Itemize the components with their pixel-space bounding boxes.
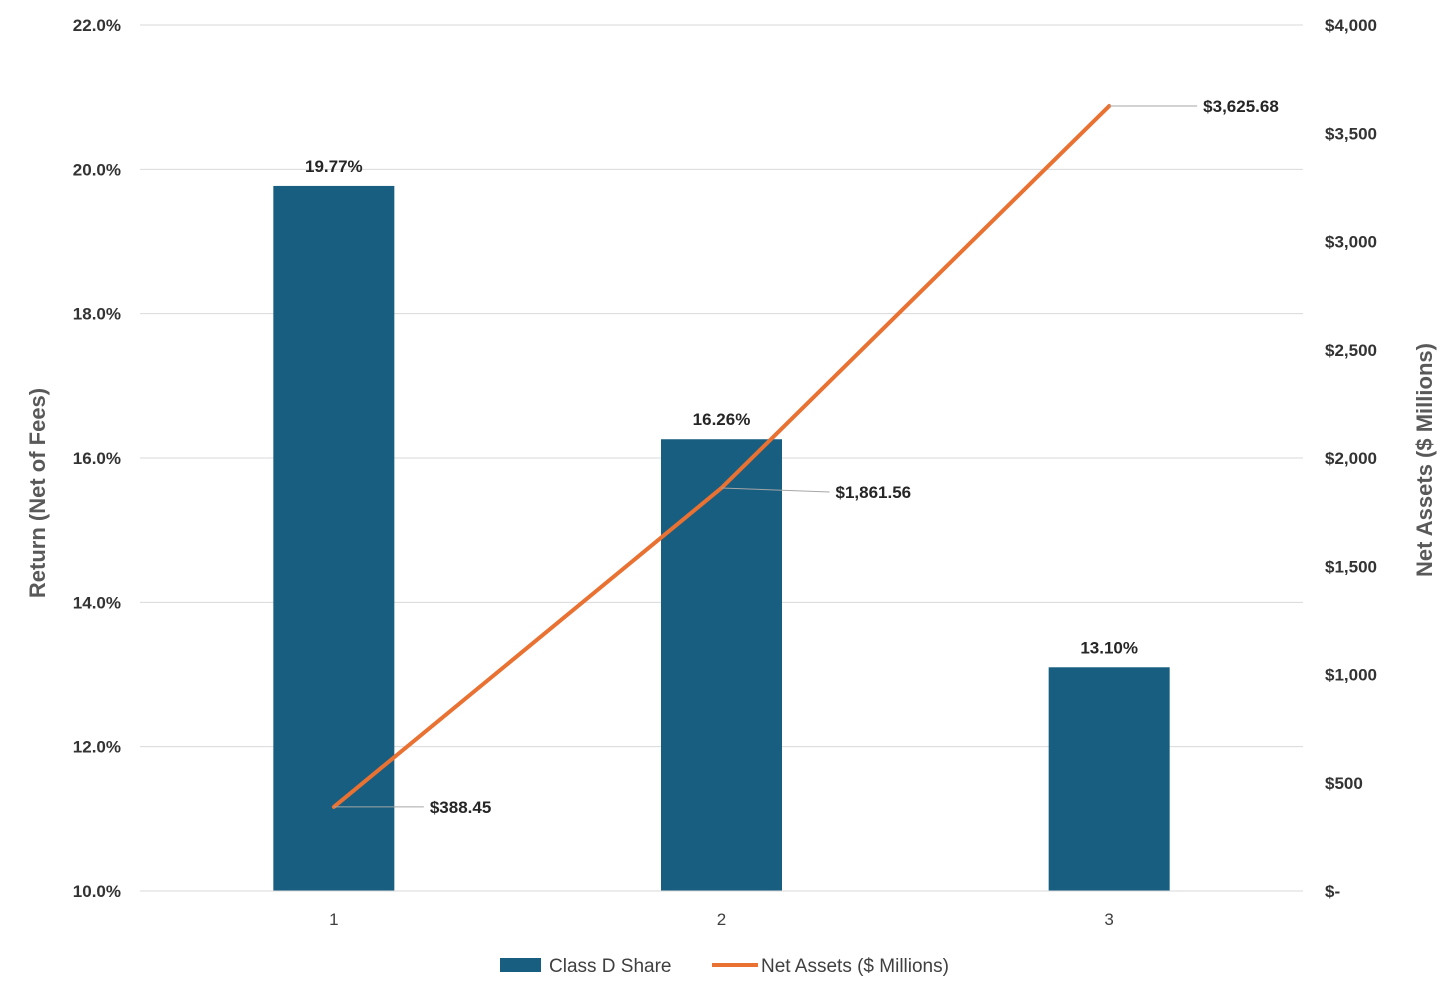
x-tick-label: 3 <box>1104 910 1113 929</box>
bar <box>1048 667 1170 891</box>
x-tick-label: 2 <box>717 910 726 929</box>
line-data-label: $1,861.56 <box>836 483 912 502</box>
bar-data-label: 16.26% <box>693 410 751 429</box>
y2-tick-label: $3,500 <box>1325 124 1377 143</box>
x-tick-label: 1 <box>329 910 338 929</box>
bar <box>273 185 395 892</box>
y2-tick-label: $- <box>1325 882 1340 901</box>
y-tick-label: 10.0% <box>73 882 121 901</box>
y-tick-label: 20.0% <box>73 160 121 179</box>
legend-swatch-bar <box>500 958 541 972</box>
data-labels: 19.77% 16.26% 13.10% $388.45 $1,861.56 $3,625… <box>305 97 1279 817</box>
y-tick-label: 12.0% <box>73 738 121 757</box>
y2-tick-label: $2,500 <box>1325 341 1377 360</box>
y2-tick-label: $1,500 <box>1325 557 1377 576</box>
y-tick-label: 14.0% <box>73 593 121 612</box>
y2-tick-label: $2,000 <box>1325 449 1377 468</box>
bar-data-label: 19.77% <box>305 157 363 176</box>
line-data-label: $3,625.68 <box>1203 97 1279 116</box>
y2-tick-label: $3,000 <box>1325 233 1377 252</box>
bar-data-label: 13.10% <box>1080 638 1138 657</box>
y2-tick-label: $500 <box>1325 774 1363 793</box>
y2-tick-label: $4,000 <box>1325 16 1377 35</box>
y2-tick-label: $1,000 <box>1325 666 1377 685</box>
y-tick-label: 18.0% <box>73 305 121 324</box>
leader-lines <box>333 105 1198 808</box>
y2-axis-title: Net Assets ($ Millions) <box>1412 343 1437 577</box>
y-tick-label: 16.0% <box>73 449 121 468</box>
y-tick-label: 22.0% <box>73 16 121 35</box>
line-data-label: $388.45 <box>430 798 491 817</box>
bar-series <box>273 185 1170 892</box>
legend-label-bar: Class D Share <box>549 956 672 977</box>
axes: 10.0% 12.0% 14.0% 16.0% 18.0% 20.0% 22.0% $- $50… <box>73 16 1377 929</box>
legend-label-line: Net Assets ($ Millions) <box>761 956 949 977</box>
bar <box>661 439 782 891</box>
legend: Class D Share Net Assets ($ Millions) <box>500 956 949 977</box>
leader-line <box>721 487 830 493</box>
y-axis-title: Return (Net of Fees) <box>25 388 50 598</box>
